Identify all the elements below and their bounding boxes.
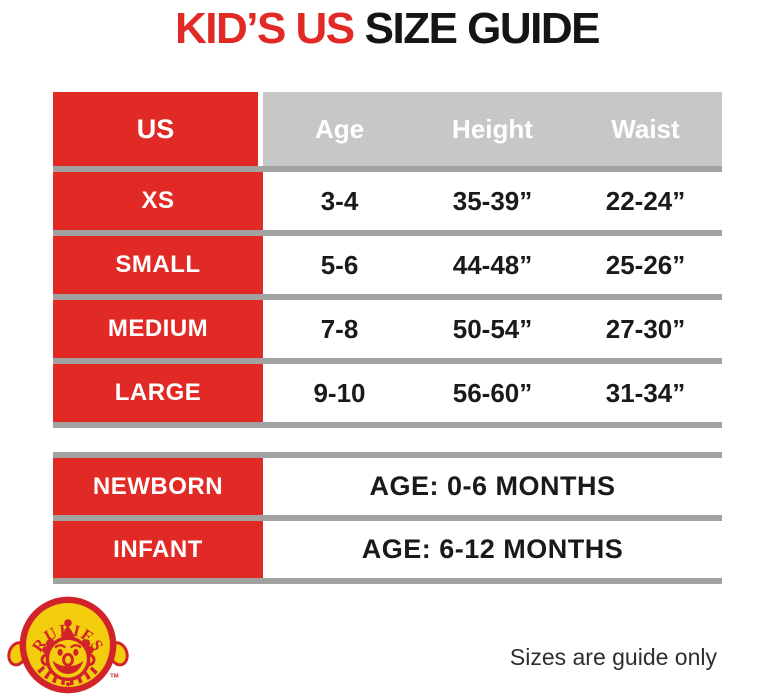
table-row-medium: MEDIUM 7-8 50-54” 27-30” [53,300,722,358]
header-cell-height: Height [416,92,569,166]
height-cell: 44-48” [416,236,569,294]
eyebrow [54,644,66,649]
age-cell: 7-8 [263,300,416,358]
row-divider [53,452,722,458]
table-row-small: SMALL 5-6 44-48” 25-26” [53,236,722,294]
size-label-cell: NEWBORN [53,458,263,515]
size-table: US Age Height Waist XS 3-4 35-39” 22-24”… [53,92,722,428]
clown-nose [62,652,74,667]
age-cell: 3-4 [263,172,416,230]
waist-cell: 25-26” [569,236,722,294]
eye [73,648,79,656]
size-label-cell: SMALL [53,236,263,294]
row-divider [53,515,722,521]
size-disclaimer: Sizes are guide only [509,644,717,670]
age-range-cell: AGE: 6-12 MONTHS [361,534,624,564]
fringe-dot [66,682,70,687]
waist-cell: 27-30” [569,300,722,358]
eyebrow [70,644,82,649]
table-row-infant: INFANT AGE: 6-12 MONTHS [53,521,722,578]
size-table-header-row: US Age Height Waist [53,92,722,166]
waist-cell: 22-24” [569,172,722,230]
table-row-newborn: NEWBORN AGE: 0-6 MONTHS [53,458,722,515]
height-cell: 56-60” [416,364,569,422]
page-title: KID’S US SIZE GUIDE [0,4,774,54]
size-label-cell: LARGE [53,364,263,422]
row-divider [53,166,722,172]
height-cell: 35-39” [416,172,569,230]
size-label-cell: MEDIUM [53,300,263,358]
size-label-cell: XS [53,172,263,230]
trademark-symbol: TM [110,673,119,679]
header-cell-age: Age [263,92,416,166]
size-label-cell: INFANT [53,521,263,578]
table-row-large: LARGE 9-10 56-60” 31-34” [53,364,722,422]
age-range-cell: AGE: 0-6 MONTHS [369,471,616,501]
rubies-brand-logo: RUBIES TM [7,593,129,697]
table-row-xs: XS 3-4 35-39” 22-24” [53,172,722,230]
age-cell: 5-6 [263,236,416,294]
row-divider [53,358,722,364]
age-cell: 9-10 [263,364,416,422]
figure-head [64,619,72,627]
infant-table: NEWBORN AGE: 0-6 MONTHS INFANT AGE: 6-12… [53,452,722,584]
title-brand-part: KID’S US [174,4,355,53]
row-divider [53,294,722,300]
row-divider [53,230,722,236]
rubies-logo-graphic: RUBIES TM [7,596,129,694]
row-divider [53,578,722,584]
header-cell-us: US [53,92,263,166]
header-cell-waist: Waist [569,92,722,166]
eye [57,648,63,656]
row-divider [53,422,722,428]
title-rest-part: SIZE GUIDE [364,4,601,53]
height-cell: 50-54” [416,300,569,358]
waist-cell: 31-34” [569,364,722,422]
smile-mouth [52,660,84,674]
